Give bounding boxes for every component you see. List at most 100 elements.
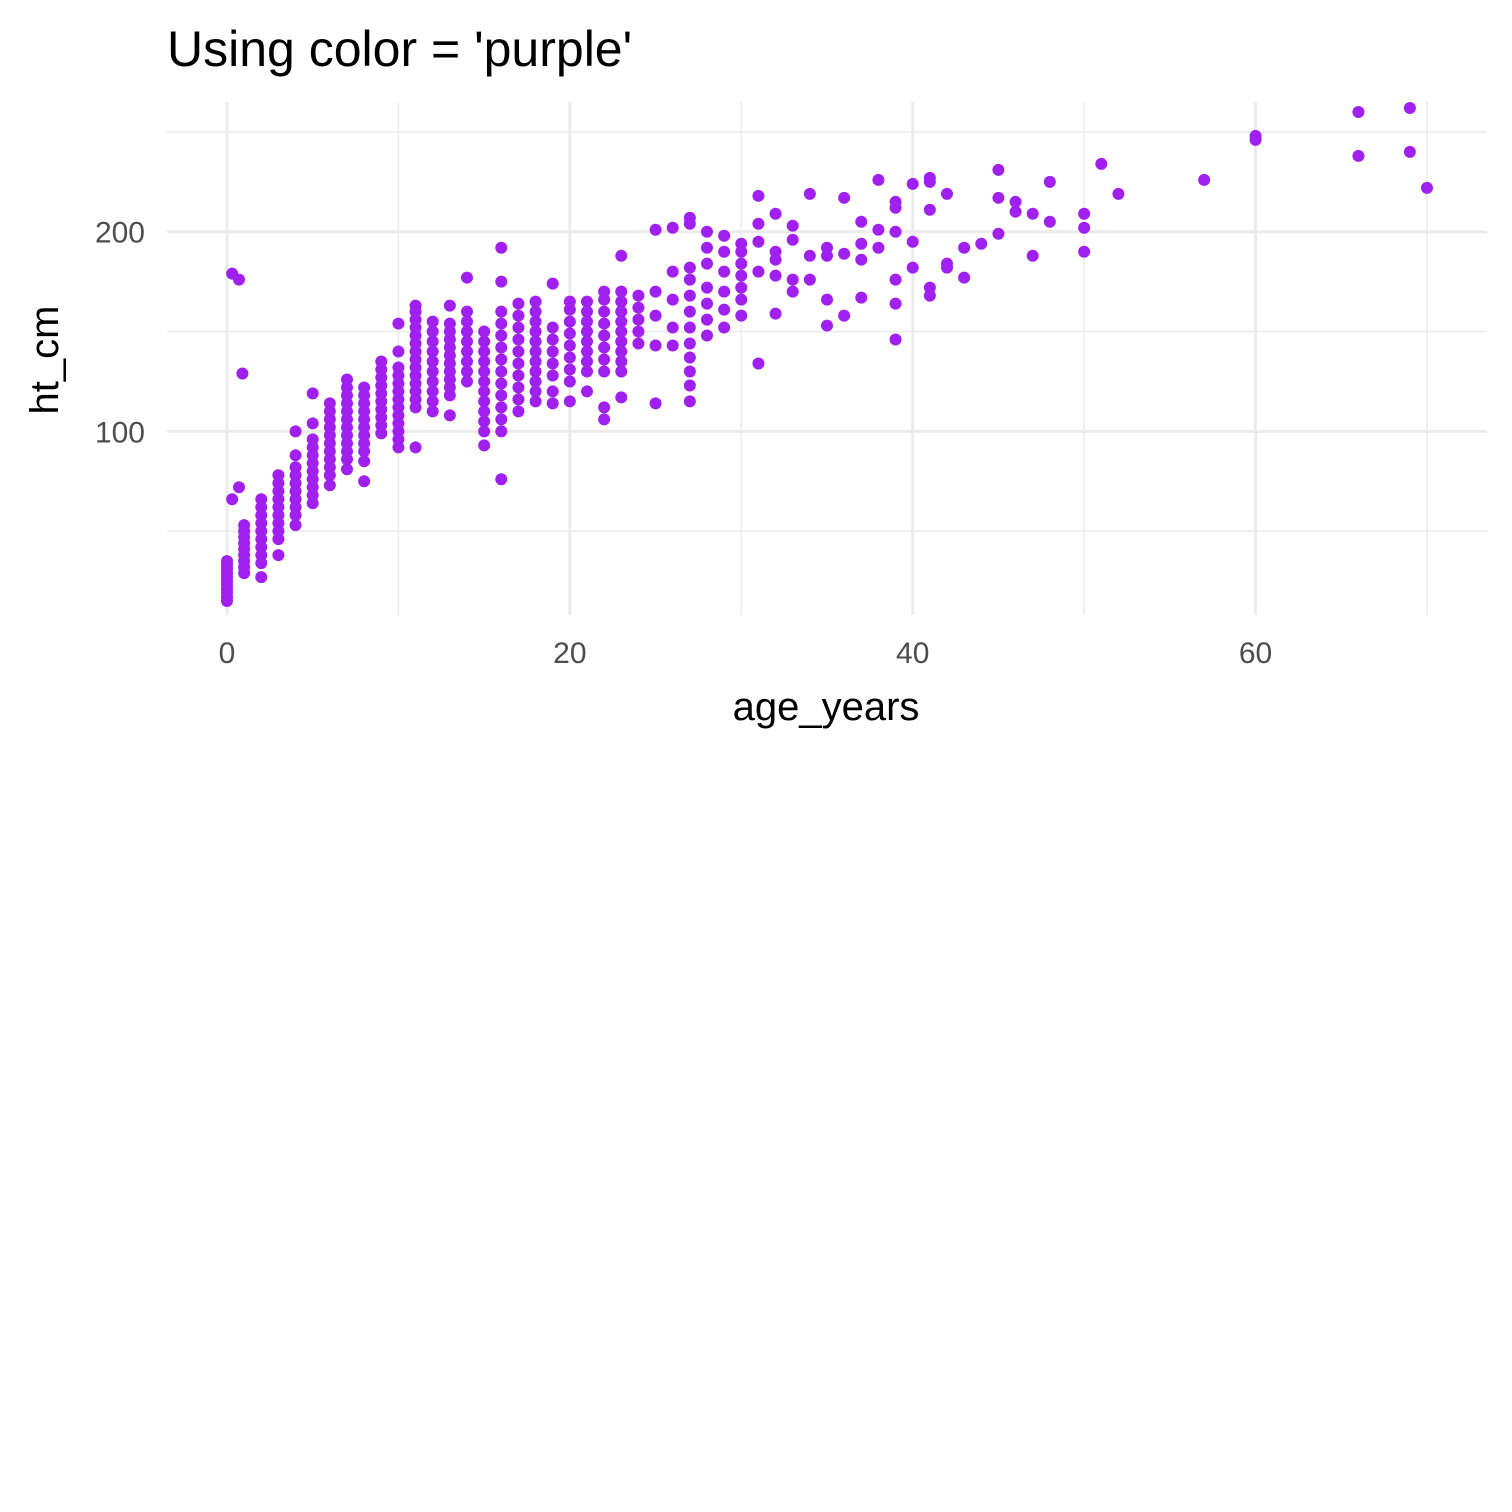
data-point <box>1026 207 1039 220</box>
x-tick-label: 20 <box>553 637 586 670</box>
data-point <box>529 325 542 338</box>
data-point <box>478 375 491 388</box>
data-point <box>632 313 645 326</box>
data-point <box>236 367 249 380</box>
data-point <box>546 357 559 370</box>
data-point <box>632 337 645 350</box>
data-point <box>221 555 233 568</box>
data-point <box>958 271 971 284</box>
data-point <box>718 321 731 334</box>
data-point <box>718 303 731 316</box>
data-point <box>666 293 679 306</box>
data-point <box>683 395 696 408</box>
data-point <box>529 355 542 368</box>
data-point <box>375 355 388 368</box>
data-point <box>512 333 525 346</box>
data-point <box>718 245 731 258</box>
data-point <box>512 309 525 322</box>
data-point <box>769 307 782 320</box>
data-point <box>512 405 525 418</box>
data-point <box>478 385 491 398</box>
data-point <box>1026 249 1039 262</box>
data-point <box>923 281 936 294</box>
data-point <box>598 341 611 354</box>
data-point <box>512 369 525 382</box>
data-point <box>323 397 336 410</box>
data-point <box>752 265 765 278</box>
data-point <box>323 479 336 492</box>
data-point <box>426 405 439 418</box>
data-point <box>615 325 628 338</box>
data-point <box>461 271 473 284</box>
data-point <box>683 305 696 318</box>
data-point <box>233 481 245 494</box>
data-point <box>649 339 662 352</box>
data-point <box>478 405 491 418</box>
data-point <box>1043 215 1056 228</box>
data-point <box>889 297 902 310</box>
data-point <box>512 393 525 406</box>
data-point <box>289 449 302 462</box>
data-point <box>426 385 439 398</box>
data-point <box>461 305 473 318</box>
data-point <box>855 237 868 250</box>
data-point <box>478 395 491 408</box>
data-point <box>495 473 508 486</box>
data-point <box>598 317 611 330</box>
data-point <box>838 309 851 322</box>
data-point <box>649 285 662 298</box>
data-point <box>941 187 953 200</box>
data-point <box>581 295 593 308</box>
data-point <box>683 261 696 274</box>
data-point <box>443 299 456 312</box>
data-point <box>563 315 576 328</box>
chart-title: Using color = 'purple' <box>167 21 632 77</box>
data-point <box>683 337 696 350</box>
data-point <box>615 249 628 262</box>
data-point <box>632 301 645 314</box>
data-point <box>495 317 508 330</box>
data-point <box>306 417 319 430</box>
data-point <box>889 333 902 346</box>
data-point <box>889 225 902 238</box>
data-point <box>1009 195 1022 208</box>
data-point <box>426 325 439 338</box>
data-point <box>735 309 748 322</box>
data-point <box>701 225 713 238</box>
data-point <box>478 425 491 438</box>
data-point <box>581 315 593 328</box>
data-point <box>495 413 508 426</box>
data-point <box>495 389 508 402</box>
data-point <box>803 187 816 200</box>
data-point <box>563 363 576 376</box>
data-point <box>529 335 542 348</box>
data-point <box>975 237 988 250</box>
data-point <box>1198 173 1211 186</box>
data-point <box>701 297 713 310</box>
data-point <box>923 171 936 184</box>
data-point <box>615 285 628 298</box>
data-point <box>598 305 611 318</box>
data-point <box>461 365 473 378</box>
data-point <box>923 203 936 216</box>
data-point <box>735 237 748 250</box>
data-point <box>632 325 645 338</box>
data-point <box>683 211 696 224</box>
data-point <box>495 305 508 318</box>
data-point <box>409 299 422 312</box>
data-point <box>1403 145 1416 158</box>
data-point <box>992 163 1005 176</box>
data-point <box>563 339 576 352</box>
data-point <box>683 365 696 378</box>
data-point <box>581 365 593 378</box>
data-point <box>478 365 491 378</box>
data-point <box>529 365 542 378</box>
data-point <box>615 365 628 378</box>
data-point <box>1352 105 1365 118</box>
data-point <box>426 315 439 328</box>
data-point <box>701 313 713 326</box>
data-point <box>461 345 473 358</box>
data-point <box>495 377 508 390</box>
data-point <box>872 223 885 236</box>
